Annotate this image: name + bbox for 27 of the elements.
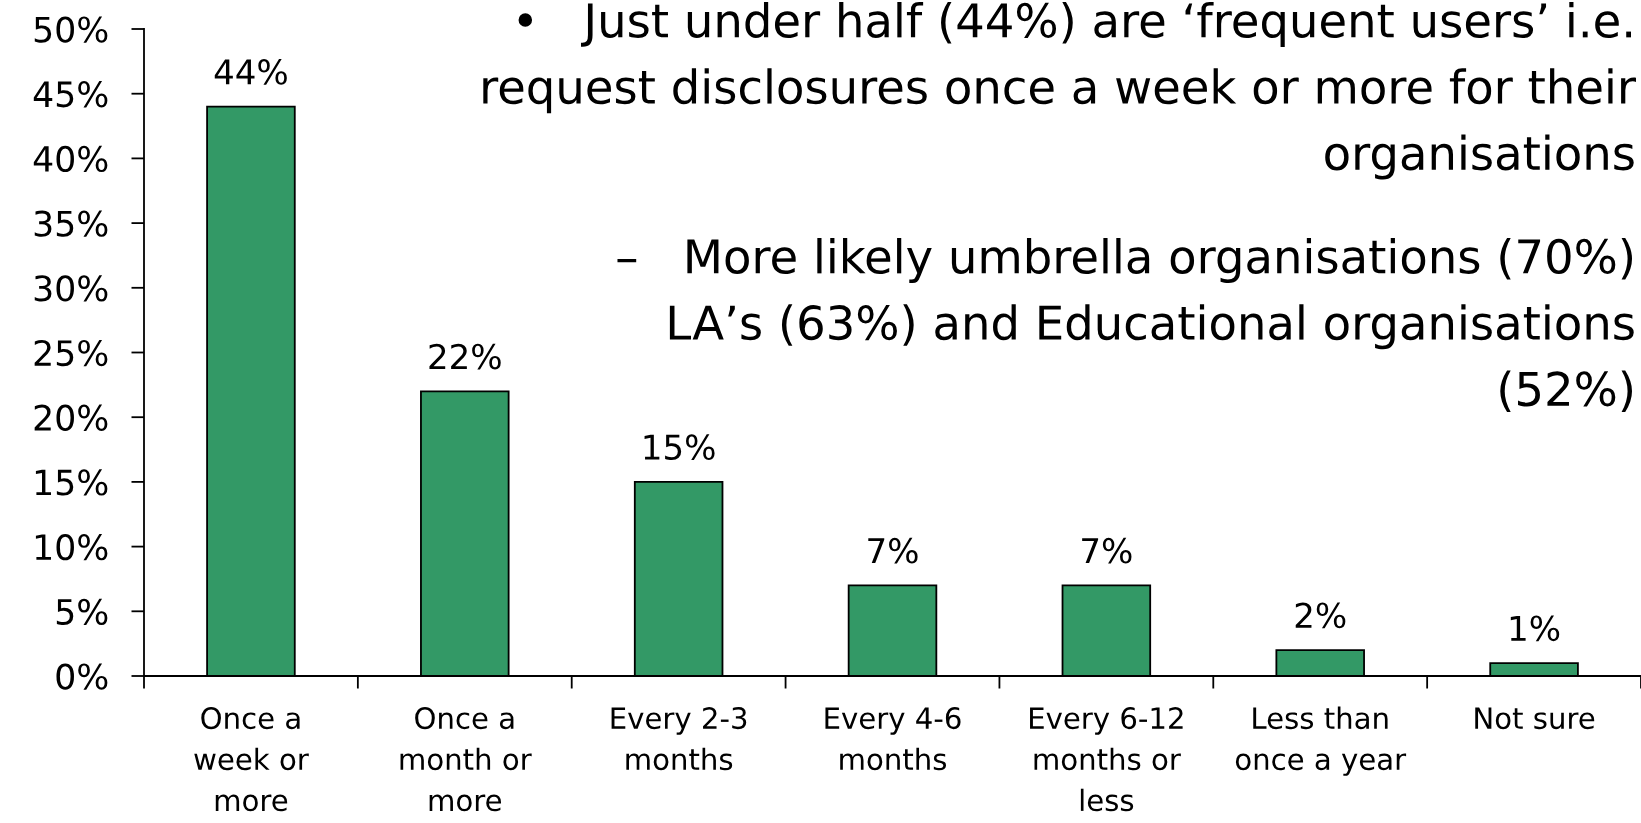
x-tick-label: Once a month or more (400, 707, 532, 812)
y-tick-label: 40% (33, 145, 108, 173)
data-label: 7% (1082, 537, 1132, 564)
y-tick-label: 25% (34, 339, 108, 367)
annotation: • Just under half (44%) are ‘frequent users’ i.e. request disclosures once a week or more for their organisations (483, 2, 1637, 180)
data-label: 2% (1295, 602, 1346, 629)
x-tick-label: Every 4-6 months (825, 707, 961, 771)
data-label: 44% (214, 59, 287, 85)
y-tick-label: 50% (34, 16, 108, 43)
y-tick-label: 15% (35, 469, 108, 496)
x-tick-label: Every 6-12 months or less (1030, 707, 1183, 812)
y-tick-label: 30% (34, 275, 108, 302)
y-tick-label: 0% (56, 663, 108, 690)
y-tick-label: 20% (34, 404, 108, 431)
y-tick-label: 10% (35, 534, 108, 561)
x-tick-label: Less than once a year (1235, 706, 1407, 776)
x-tick-label: Once a week or more (194, 707, 309, 812)
y-tick-label: 5% (56, 598, 108, 625)
data-label: 15% (644, 434, 715, 461)
data-label: 1% (1510, 615, 1560, 642)
x-tick-label: Not sure (1475, 707, 1595, 730)
annotation: – More likely umbrella organisations (70%) LA’s (63%) and Educational organisations (52%) (617, 238, 1634, 412)
y-tick-label: 45% (33, 81, 108, 108)
y-tick-label: 35% (34, 210, 108, 237)
data-label: 22% (429, 343, 501, 370)
x-tick-label: Every 2-3 months (611, 707, 747, 771)
data-label: 7% (868, 537, 918, 564)
